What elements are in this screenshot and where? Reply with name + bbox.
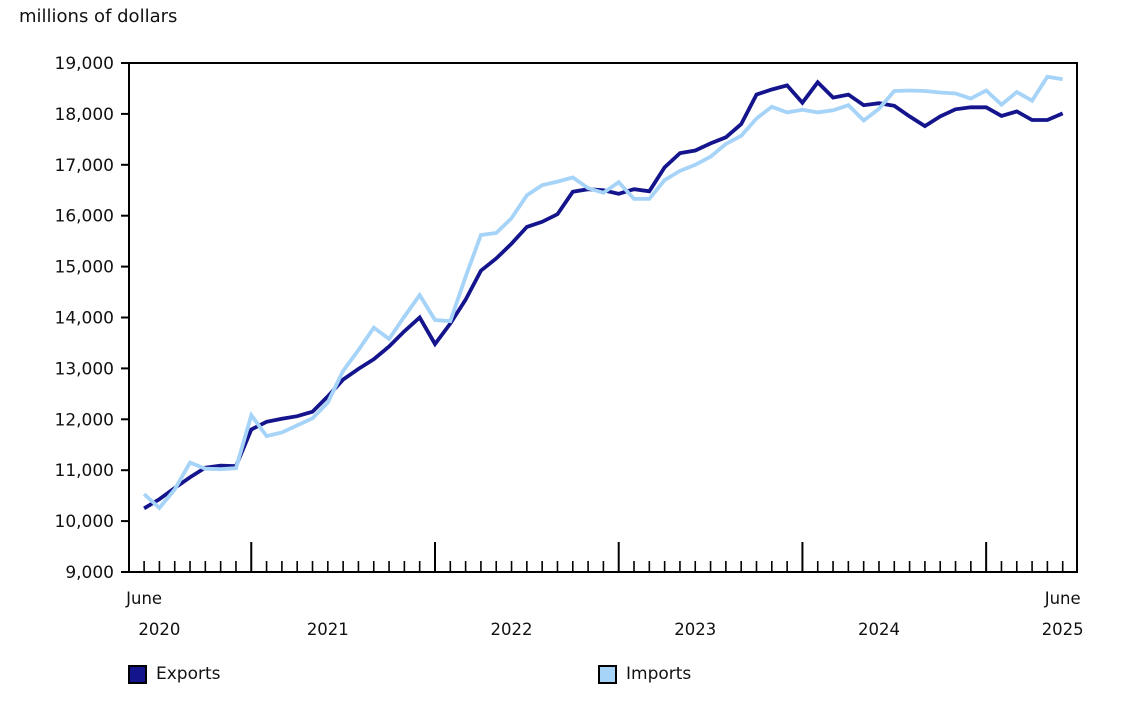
exports-legend-label: Exports (156, 664, 221, 684)
x-label-year-2025: 2025 (1042, 620, 1084, 639)
x-label-year-2021: 2021 (307, 620, 349, 639)
x-label-year-2024: 2024 (858, 620, 900, 639)
y-tick-label: 14,000 (55, 309, 114, 329)
y-tick-label: 13,000 (55, 359, 114, 379)
x-label-year-2020: 2020 (138, 620, 180, 639)
imports-swatch-icon (598, 664, 617, 684)
imports-line (142, 74, 1064, 511)
plot-frame (128, 62, 1078, 573)
exports-swatch-icon (128, 664, 147, 684)
y-tick-label: 17,000 (55, 156, 114, 176)
y-tick-label: 18,000 (55, 105, 114, 125)
y-tick-label: 19,000 (55, 54, 114, 74)
y-tick-label: 10,000 (55, 512, 114, 532)
x-label-year-2023: 2023 (674, 620, 716, 639)
legend-item-exports: Exports (128, 664, 221, 684)
y-tick-label: 9,000 (65, 563, 114, 583)
x-label-june-end: June (1044, 589, 1081, 608)
imports-legend-label: Imports (626, 664, 692, 684)
y-tick-label: 15,000 (55, 258, 114, 278)
y-tick-label: 16,000 (55, 207, 114, 227)
y-tick-label: 12,000 (55, 410, 114, 430)
legend-item-imports: Imports (598, 664, 691, 684)
chart-title: millions of dollars (19, 6, 178, 27)
x-label-year-2022: 2022 (491, 620, 533, 639)
exports-line (143, 79, 1064, 511)
y-tick-label: 11,000 (55, 461, 114, 481)
x-label-june-start: June (125, 589, 162, 608)
